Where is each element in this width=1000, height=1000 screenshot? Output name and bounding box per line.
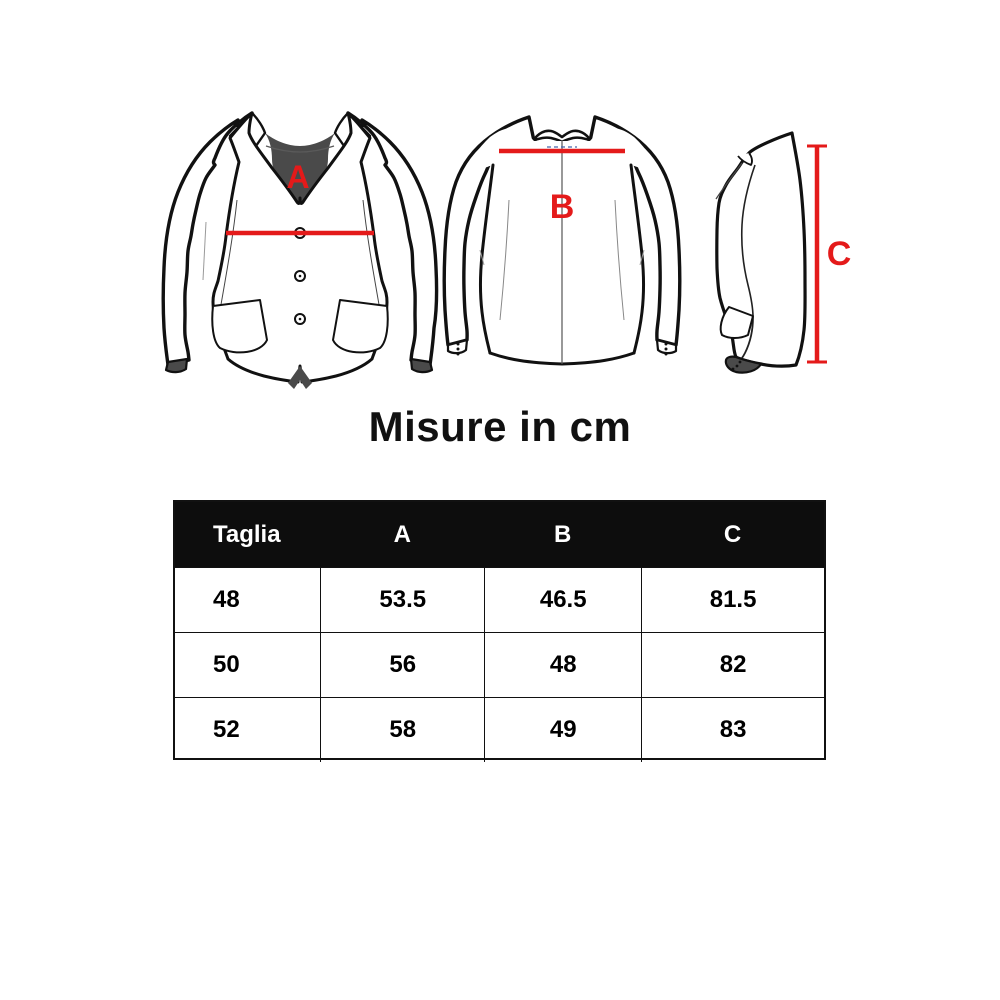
svg-text:C: C [827,235,852,273]
svg-text:A: A [286,159,309,195]
svg-text:B: B [550,188,575,226]
